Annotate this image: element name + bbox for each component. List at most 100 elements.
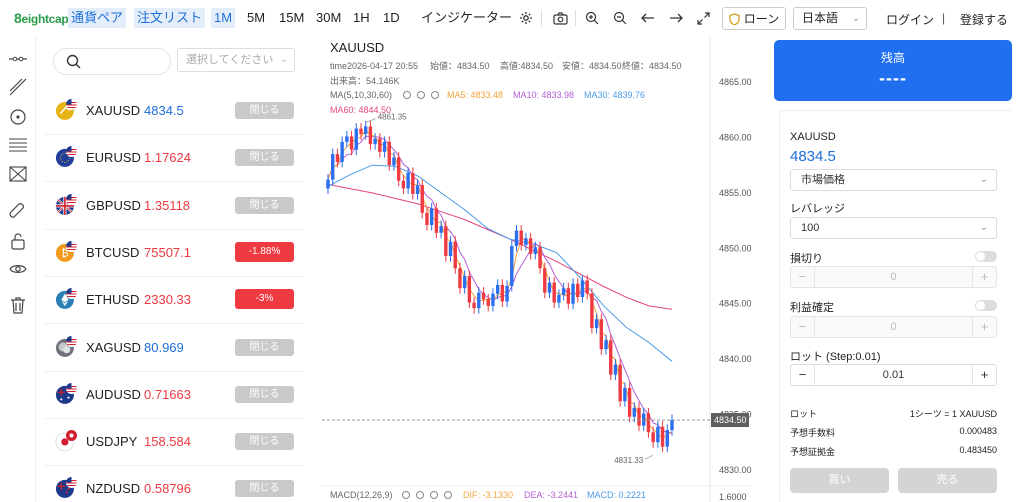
change-badge[interactable]: -1.88% bbox=[235, 241, 294, 262]
eye-icon[interactable] bbox=[7, 258, 29, 280]
currency-pair-button[interactable]: 通貨ペア bbox=[68, 8, 127, 28]
register-link[interactable]: 登録する bbox=[960, 13, 1009, 27]
close-badge[interactable]: 閉じる bbox=[235, 480, 294, 498]
eye-icon[interactable] bbox=[403, 91, 411, 99]
timeframe-5m[interactable]: 5M bbox=[247, 10, 266, 25]
login-link[interactable]: ログイン bbox=[886, 13, 935, 27]
take-profit-minus-button[interactable]: − bbox=[791, 317, 815, 337]
gb-flag-icon bbox=[55, 193, 77, 215]
candle-body bbox=[467, 276, 472, 303]
candle-body bbox=[585, 280, 589, 294]
trend-line-icon[interactable] bbox=[7, 76, 29, 98]
price-chart[interactable]: 4865.00 4860.00 4855.00 4850.00 4845.00 4840.… bbox=[322, 36, 752, 502]
close-icon[interactable] bbox=[430, 491, 438, 499]
candle-body bbox=[528, 238, 533, 254]
info-icon[interactable] bbox=[444, 491, 452, 499]
pattern-icon[interactable] bbox=[7, 163, 29, 185]
logo-text: eightcap bbox=[21, 12, 69, 26]
symbol-search-input[interactable] bbox=[53, 48, 171, 75]
lot-minus-button[interactable]: − bbox=[791, 365, 815, 385]
candlestick-chart[interactable]: 4865.00 4860.00 4855.00 4850.00 4845.00 4840.… bbox=[322, 36, 752, 502]
balance-value: ---- bbox=[879, 68, 907, 88]
gear-icon[interactable] bbox=[417, 91, 425, 99]
au-flag-icon bbox=[55, 382, 77, 404]
macd-label: MACD(12,26,9) bbox=[330, 490, 393, 500]
symbol-row-audusd[interactable]: AUDUSD 0.71663 閉じる bbox=[44, 372, 304, 419]
symbol-price: 75507.1 bbox=[144, 244, 191, 260]
y-tick-label: 4865.00 bbox=[719, 77, 752, 87]
order-list-button[interactable]: 注文リスト bbox=[134, 8, 206, 28]
take-profit-plus-button[interactable]: + bbox=[972, 317, 996, 337]
timeframe-15m[interactable]: 15M bbox=[279, 10, 305, 25]
symbol-row-ethusd[interactable]: ETHUSD 2330.33 -3% bbox=[44, 277, 304, 325]
candle-body bbox=[359, 128, 363, 135]
symbol-row-xauusd[interactable]: XAUUSD 4834.5 閉じる bbox=[44, 88, 304, 135]
take-profit-toggle[interactable] bbox=[975, 300, 997, 311]
loan-button[interactable]: ローン bbox=[722, 7, 786, 30]
lock-icon[interactable] bbox=[7, 230, 29, 252]
camera-icon[interactable] bbox=[551, 9, 569, 27]
stop-loss-plus-button[interactable]: + bbox=[972, 267, 996, 287]
brand-logo[interactable]: 8eightcap bbox=[14, 10, 69, 26]
candle-body bbox=[392, 157, 396, 166]
candle-body bbox=[453, 241, 457, 269]
symbol-row-nzdusd[interactable]: NZDUSD 0.58796 閉じる bbox=[44, 466, 304, 502]
take-profit-stepper[interactable]: − 0 + bbox=[790, 316, 997, 338]
symbol-name: AUDUSD bbox=[86, 386, 141, 402]
close-badge[interactable]: 閉じる bbox=[235, 433, 294, 451]
circle-target-icon[interactable] bbox=[7, 106, 29, 128]
candle-body bbox=[429, 208, 434, 226]
candle-body bbox=[382, 141, 387, 152]
symbol-row-usdjpy[interactable]: USDJPY 158.584 閉じる bbox=[44, 419, 304, 467]
fib-lines-icon[interactable] bbox=[7, 134, 29, 156]
timeframe-1h[interactable]: 1H bbox=[353, 10, 370, 25]
chevron-down-icon: ⌄ bbox=[979, 222, 988, 233]
zoom-in-icon[interactable] bbox=[583, 9, 601, 27]
stop-loss-minus-button[interactable]: − bbox=[791, 267, 815, 287]
close-badge[interactable]: 閉じる bbox=[235, 149, 294, 167]
gear-icon[interactable] bbox=[416, 491, 424, 499]
filter-placeholder: 選択してください bbox=[186, 54, 274, 66]
close-badge[interactable]: 閉じる bbox=[235, 102, 294, 119]
lot-value[interactable]: 0.01 bbox=[882, 369, 905, 381]
magnet-icon[interactable] bbox=[7, 199, 29, 221]
language-select[interactable]: 日本語 ⌄ bbox=[793, 7, 867, 30]
candle-body bbox=[646, 413, 651, 433]
stop-loss-stepper[interactable]: − 0 + bbox=[790, 266, 997, 288]
stop-loss-toggle[interactable] bbox=[975, 251, 997, 262]
sell-button[interactable]: 売る bbox=[898, 468, 997, 493]
candle-body bbox=[477, 292, 481, 309]
zoom-out-icon[interactable] bbox=[611, 9, 629, 27]
trash-icon[interactable] bbox=[7, 294, 29, 316]
symbol-row-xagusd[interactable]: XAGUSD 80.969 閉じる bbox=[44, 325, 304, 372]
eye-icon[interactable] bbox=[402, 491, 410, 499]
lot-stepper[interactable]: − 0.01 + bbox=[790, 364, 997, 386]
close-badge[interactable]: 閉じる bbox=[235, 196, 294, 214]
y-tick-label: 4850.00 bbox=[719, 243, 752, 253]
horizontal-line-icon[interactable] bbox=[7, 48, 29, 70]
timeframe-1d[interactable]: 1D bbox=[383, 10, 400, 25]
indicator-button[interactable]: インジケーター bbox=[421, 10, 513, 25]
symbol-filter-select[interactable]: 選択してください ⌄ bbox=[177, 48, 295, 72]
dif-value: DIF: -3.1330 bbox=[463, 490, 513, 500]
fullscreen-icon[interactable] bbox=[694, 9, 712, 27]
macd-tick-label: 1.6000 bbox=[719, 492, 747, 502]
symbol-row-gbpusd[interactable]: GBPUSD 1.35118 閉じる bbox=[44, 183, 304, 230]
symbol-row-btcusd[interactable]: ₿ BTCUSD 75507.1 -1.88% bbox=[44, 230, 304, 277]
change-badge[interactable]: -3% bbox=[235, 289, 294, 310]
close-badge[interactable]: 閉じる bbox=[235, 385, 294, 403]
arrow-left-icon[interactable] bbox=[639, 9, 657, 27]
eu-flag-icon bbox=[55, 146, 77, 168]
buy-button[interactable]: 買い bbox=[790, 468, 889, 493]
symbol-row-eurusd[interactable]: EURUSD 1.17624 閉じる bbox=[44, 135, 304, 183]
close-badge[interactable]: 閉じる bbox=[235, 338, 294, 356]
timeframe-30m[interactable]: 30M bbox=[316, 10, 342, 25]
timeframe-1m[interactable]: 1M bbox=[211, 8, 236, 28]
arrow-right-icon[interactable] bbox=[667, 9, 685, 27]
settings-gear-icon[interactable] bbox=[517, 9, 535, 27]
candle-body bbox=[396, 157, 401, 181]
close-icon[interactable] bbox=[431, 91, 439, 99]
order-type-select[interactable]: 市場価格 ⌄ bbox=[790, 169, 997, 191]
leverage-select[interactable]: 100 ⌄ bbox=[790, 217, 997, 239]
lot-plus-button[interactable]: + bbox=[972, 365, 996, 385]
